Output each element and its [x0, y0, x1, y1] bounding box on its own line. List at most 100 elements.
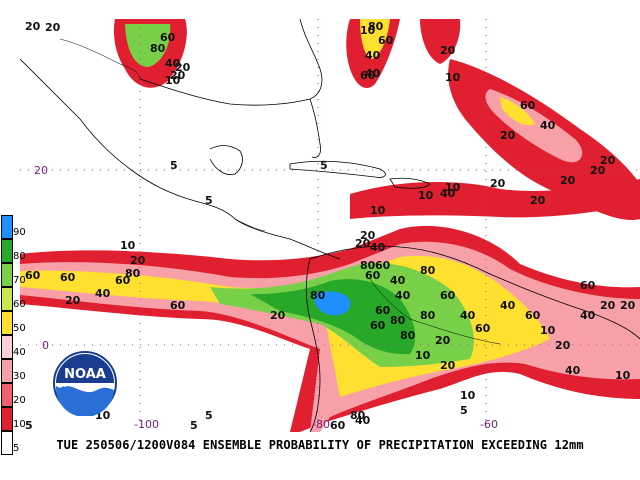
precip-field-layer: [20, 19, 640, 432]
contour-label: 20: [490, 177, 506, 190]
contour-label: 60: [25, 269, 41, 282]
border-colombia-venezuela: [369, 278, 411, 320]
coastline-gulf: [139, 19, 323, 106]
contour-label: 40: [395, 289, 411, 302]
contour-label: 60: [375, 259, 391, 272]
contour-label: 20: [590, 164, 606, 177]
contour-label: 80: [420, 309, 436, 322]
contour-label: 60: [365, 269, 381, 282]
contour-label: 80: [400, 329, 416, 342]
noaa-logo-text: NOAA: [64, 367, 106, 382]
contour-label: 80: [420, 264, 436, 277]
border-mexico-us: [59, 38, 141, 80]
contour-label: 20: [440, 44, 456, 57]
contour-label: 40: [580, 309, 596, 322]
lon-label-80: -80: [312, 418, 330, 431]
coastline-south-america: [309, 245, 640, 340]
contour-label: 60: [375, 304, 391, 317]
contour-label: 80: [368, 20, 384, 33]
contour-label: 10: [415, 349, 431, 362]
contour-label: 20: [360, 229, 376, 242]
colorbar-segment: [1, 407, 13, 431]
colorbar-segment: [1, 263, 13, 287]
contour-label: 20: [45, 21, 61, 34]
contour-label: 40: [165, 57, 181, 70]
contour-label: 40: [95, 287, 111, 300]
contour-label: 60: [440, 289, 456, 302]
contour-label: 10: [615, 369, 631, 382]
lon-label-60: -60: [480, 418, 498, 431]
colorbar-label: 30: [13, 371, 26, 382]
border-venezuela-brazil: [409, 318, 501, 345]
precip-band-80: [250, 279, 416, 355]
contour-label: 80: [150, 42, 166, 55]
contour-label: 20: [530, 194, 546, 207]
contour-label: 40: [365, 67, 381, 80]
contour-label: 20: [500, 129, 516, 142]
colorbar-segment: [1, 215, 13, 239]
contour-label: 80: [390, 314, 406, 327]
contour-label: 60: [160, 31, 176, 44]
contour-label: 10: [120, 239, 136, 252]
map-title: TUE 250506/1200V084 ENSEMBLE PROBABILITY…: [56, 438, 584, 452]
contour-label: 10: [540, 324, 556, 337]
precip-topright-blob: [420, 19, 461, 64]
colorbar-label: 20: [13, 395, 26, 406]
contour-label: 20: [620, 299, 636, 312]
contour-label: 80: [125, 267, 141, 280]
contour-label: 40: [540, 119, 556, 132]
contour-label: 5: [190, 419, 198, 432]
contour-label: 40: [365, 49, 381, 62]
colorbar-segment: [1, 359, 13, 383]
noaa-logo: NOAA: [53, 351, 117, 416]
contour-label: 20: [560, 174, 576, 187]
contour-label: 20: [600, 154, 616, 167]
contour-label: 20: [440, 359, 456, 372]
contour-label: 20: [130, 254, 146, 267]
coastline-yucatan: [209, 145, 243, 176]
contour-label-layer: 20 20806040201020108060406040201020202020…: [25, 20, 636, 432]
contour-label: 10: [370, 204, 386, 217]
contour-label: 20: [65, 294, 81, 307]
contour-label: 60: [170, 299, 186, 312]
contour-label: 5: [170, 159, 178, 172]
coastline-florida: [309, 98, 321, 158]
contour-label: 20: [25, 20, 41, 33]
contour-label: 60: [475, 322, 491, 335]
contour-label: 10: [445, 181, 461, 194]
contour-label: 40: [390, 274, 406, 287]
coastline-south-america-west: [305, 258, 321, 432]
colorbar-segment: [1, 311, 13, 335]
contour-label: 60: [370, 319, 386, 332]
lat-label-20: 20: [34, 164, 48, 177]
coastline-layer: [20, 19, 640, 432]
precip-mexico-core: [125, 24, 171, 67]
border-central-america: [234, 218, 266, 232]
colorbar-label: 50: [13, 323, 26, 334]
contour-label: 20: [175, 61, 191, 74]
colorbar-segment: [1, 431, 13, 455]
colorbar-label: 90: [13, 227, 26, 238]
contour-label: 10: [165, 74, 181, 87]
colorbar-segment: [1, 239, 13, 263]
contour-label: 20: [435, 334, 451, 347]
contour-label: 80: [310, 289, 326, 302]
contour-label: 20: [555, 339, 571, 352]
precip-atlantic-center: [500, 97, 535, 126]
colorbar-label: 80: [13, 251, 26, 262]
colorbar-label: 40: [13, 347, 26, 358]
lat-label-0: 0: [42, 339, 49, 352]
contour-label: 40: [440, 187, 456, 200]
contour-label: 10: [460, 389, 476, 402]
contour-label: 60: [360, 69, 376, 82]
colorbar-segment: [1, 383, 13, 407]
contour-label: 20: [270, 309, 286, 322]
precip-us-east-core: [360, 19, 390, 59]
contour-label: 20: [170, 69, 186, 82]
coastline-north-america: [20, 58, 341, 260]
precip-caribbean-streak: [350, 179, 640, 219]
colorbar-segment: [1, 287, 13, 311]
colorbar-label: 70: [13, 275, 26, 286]
contour-label: 40: [355, 414, 371, 427]
contour-label: 60: [580, 279, 596, 292]
